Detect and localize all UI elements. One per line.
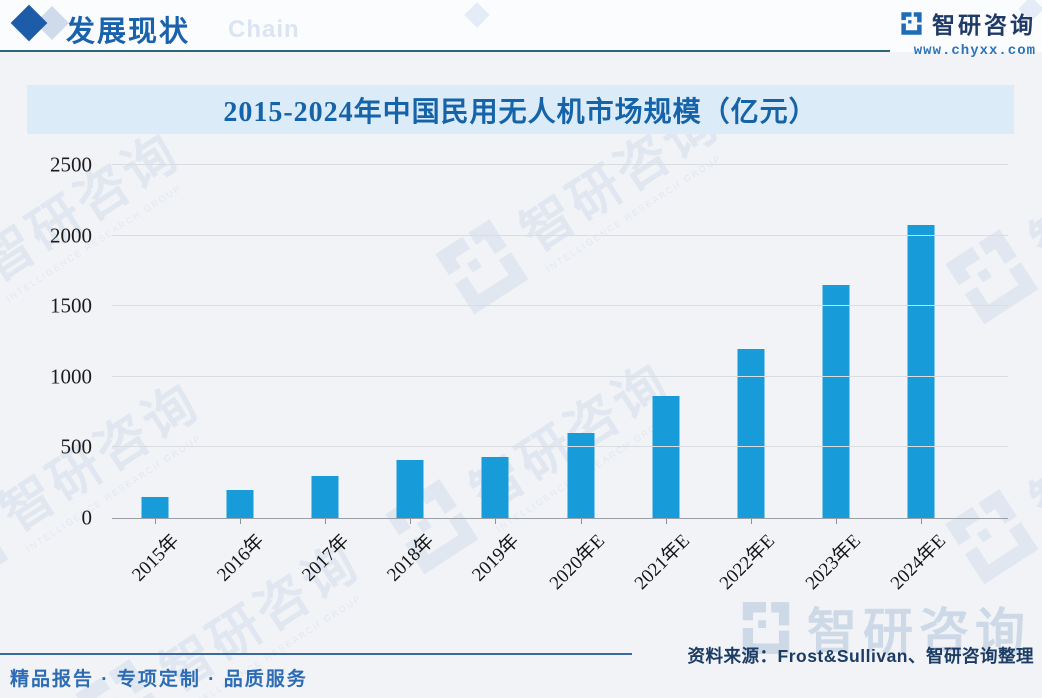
- x-axis-tick: [154, 519, 156, 524]
- bar-2021年E: [652, 395, 680, 518]
- chart-title-band: 2015-2024年中国民用无人机市场规模（亿元）: [27, 85, 1014, 134]
- y-axis-tick-label: 1500: [50, 293, 92, 318]
- x-axis-tick-label: 2015年: [127, 530, 183, 586]
- header-background-watermark: Chain: [228, 16, 300, 43]
- x-axis-tick-label: 2024年E: [886, 530, 950, 594]
- bar-2017年: [311, 476, 339, 518]
- x-axis-tick: [921, 519, 923, 524]
- watermark-text: 智研咨询: [1020, 361, 1042, 533]
- bar-series: [112, 165, 964, 518]
- gridline: [112, 446, 1008, 448]
- header-divider: [0, 50, 890, 52]
- bar-2015年: [141, 496, 169, 518]
- brand-url: www.chyxx.com: [913, 43, 1036, 59]
- header-bar: Chain 发展现状: [0, 0, 1042, 52]
- bar-slot: [453, 165, 538, 518]
- watermark-text: 智研咨询: [1020, 101, 1042, 273]
- bar-slot: [708, 165, 793, 518]
- gridline: [112, 234, 1008, 236]
- x-axis-tick: [580, 519, 582, 524]
- x-axis-tick-label: 2017年: [298, 530, 354, 586]
- gridline: [112, 375, 1008, 377]
- gridline: [112, 164, 1008, 165]
- x-axis-tick: [751, 519, 752, 524]
- x-axis-tick: [836, 519, 838, 524]
- section-title: 发展现状: [66, 16, 191, 48]
- y-axis: 0 500 1000 1500 2000 2500: [0, 153, 100, 530]
- gridline: [112, 305, 1008, 307]
- y-axis-tick-label: 2500: [50, 152, 92, 177]
- decor-diamond-icon: [464, 2, 490, 28]
- bar-2022年E: [737, 349, 765, 518]
- bar-2016年: [226, 489, 254, 518]
- y-axis-tick-label: 500: [60, 434, 93, 459]
- footer-tagline: 精品报告 · 专项定制 · 品质服务: [10, 669, 308, 690]
- source-line: 资料来源：Frost&Sullivan、智研咨询整理: [687, 646, 1034, 666]
- bar-slot: [794, 165, 879, 518]
- x-axis-tick: [325, 519, 326, 524]
- x-axis-tick: [495, 519, 497, 524]
- chart-title: 2015-2024年中国民用无人机市场规模（亿元）: [223, 96, 818, 128]
- brand-block: 智研咨询 www.chyxx.com: [816, 6, 1036, 59]
- bar-2018年: [396, 460, 424, 518]
- y-axis-tick-label: 0: [81, 505, 93, 530]
- y-axis-tick-label: 2000: [50, 223, 92, 248]
- x-axis-tick-label: 2022年E: [716, 530, 780, 594]
- y-axis-tick-label: 1000: [50, 364, 92, 389]
- bar-2019年: [481, 456, 509, 518]
- bar-slot: [282, 165, 367, 518]
- x-axis-tick-label: 2019年: [468, 530, 524, 586]
- bar-2023年E: [822, 284, 850, 518]
- zhiyan-logo-icon: [898, 10, 925, 37]
- x-axis-tick: [665, 519, 667, 524]
- x-axis-tick-label: 2018年: [383, 530, 439, 586]
- x-axis-line: [112, 518, 1008, 519]
- brand-name: 智研咨询: [932, 12, 1036, 38]
- plot-area: [112, 164, 1008, 524]
- x-axis-tick-label: 2021年E: [630, 530, 695, 594]
- bar-slot: [368, 165, 453, 518]
- diamond-front-icon: [10, 4, 48, 42]
- bar-slot: [538, 165, 623, 518]
- x-axis-labels: 2015年 2016年 2017年 2018年 2019年 2020年E 2021年E 202…: [112, 527, 964, 617]
- x-axis-tick-label: 2016年: [213, 530, 269, 586]
- x-axis-tick: [410, 519, 412, 524]
- footer-divider: [0, 653, 632, 655]
- bar-slot: [879, 165, 964, 518]
- bar-2024年E: [907, 224, 935, 518]
- x-axis-tick: [239, 519, 241, 524]
- bar-slot: [197, 165, 282, 518]
- bar-slot: [623, 165, 708, 518]
- x-axis-tick-label: 2020年E: [545, 530, 609, 594]
- bar-slot: [112, 165, 197, 518]
- x-axis-tick-label: 2023年E: [801, 530, 865, 594]
